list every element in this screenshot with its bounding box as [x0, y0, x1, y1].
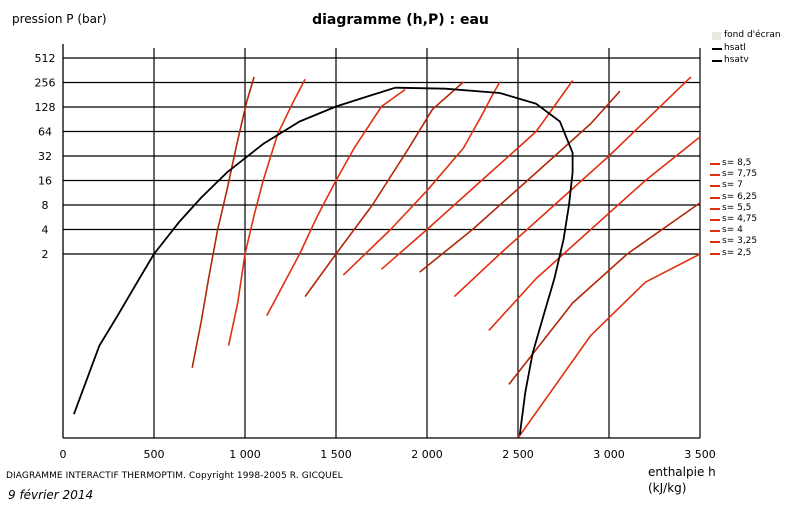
y-tick-label: 128: [35, 101, 56, 114]
x-axis-label: enthalpie h: [648, 465, 716, 479]
tick-labels: 0 500 1 000 1 500 2 000 2 500 3 000 3 500 2 4 8 16 3…: [35, 52, 716, 461]
isentrope-swatch: [710, 163, 720, 165]
saturation-line-hsatl: [73, 86, 396, 415]
isentrope-line-s-8-5: [517, 253, 701, 439]
legend-label: s= 2,5: [722, 247, 752, 258]
legend-label: s= 3,25: [722, 236, 758, 247]
x-tick-label: 1 500: [320, 448, 352, 461]
y-tick-label: 256: [35, 77, 56, 90]
isentrope-swatch: [710, 230, 720, 233]
legend-label: hsatv: [724, 55, 749, 65]
curves-layer: [73, 76, 701, 439]
isentrope-line-s-3-25: [304, 81, 464, 298]
isentrope-swatch: [710, 185, 720, 188]
isentrope-swatch: [710, 174, 720, 177]
isentrope-line-s-7: [488, 136, 701, 331]
legend-label: s= 7: [722, 180, 743, 191]
y-tick-label: 64: [38, 126, 52, 139]
legend-label: hsatl: [724, 43, 746, 53]
y-tick-label: 16: [38, 175, 52, 188]
isentrope-line: [227, 78, 306, 346]
y-tick-label: 8: [42, 199, 49, 212]
x-tick-label: 3 500: [684, 448, 716, 461]
isentrope-swatch: [710, 196, 720, 199]
isentrope-swatch: [710, 207, 720, 210]
isentrope-line-s-5-5: [419, 90, 621, 273]
y-tick-label: 4: [42, 224, 49, 237]
copyright-footer: DIAGRAMME INTERACTIF THERMOPTIM. Copyrig…: [6, 471, 343, 481]
isentrope-line-s-6-25: [453, 76, 692, 298]
isentrope-swatch: [710, 241, 720, 244]
x-tick-label: 3 000: [593, 448, 625, 461]
x-axis-unit: (kJ/kg): [648, 481, 687, 495]
legend-label: s= 8,5: [722, 158, 752, 168]
x-tick-label: 2 000: [411, 448, 443, 461]
background-swatch: [712, 32, 721, 40]
x-tick-label: 0: [60, 448, 67, 461]
isentrope-swatch: [710, 252, 720, 255]
y-tick-label: 32: [38, 150, 52, 163]
legend-label: s= 6,25: [722, 191, 758, 202]
isentrope-line: [191, 76, 255, 368]
isentrope-line-s-2-5: [266, 88, 406, 316]
hsatv-swatch: [712, 60, 722, 62]
legend-label: s= 5,5: [722, 202, 752, 213]
date-stamp: 9 février 2014: [8, 488, 94, 502]
chart-title: diagramme (h,P) : eau: [312, 12, 489, 28]
isentrope-line-s-4-75: [380, 80, 574, 270]
x-tick-label: 2 500: [502, 448, 534, 461]
y-axis-label: pression P (bar): [12, 12, 107, 26]
isentrope-swatch: [710, 219, 720, 221]
x-tick-label: 1 000: [229, 448, 261, 461]
x-tick-label: 500: [144, 448, 165, 461]
y-tick-label: 512: [35, 52, 56, 65]
y-tick-label: 2: [42, 248, 49, 261]
legend-label: fond d'écran: [724, 30, 781, 40]
legend-label: s= 4: [722, 225, 743, 236]
legend-label: s= 4,75: [722, 214, 758, 224]
hsatl-swatch: [712, 48, 722, 50]
saturation-line-hsatv: [395, 86, 574, 435]
axes: [62, 44, 700, 439]
isentrope-line-s-4: [342, 81, 501, 276]
isentrope-line-s-7-75: [508, 202, 701, 385]
legend-label: s= 7,75: [722, 169, 758, 180]
